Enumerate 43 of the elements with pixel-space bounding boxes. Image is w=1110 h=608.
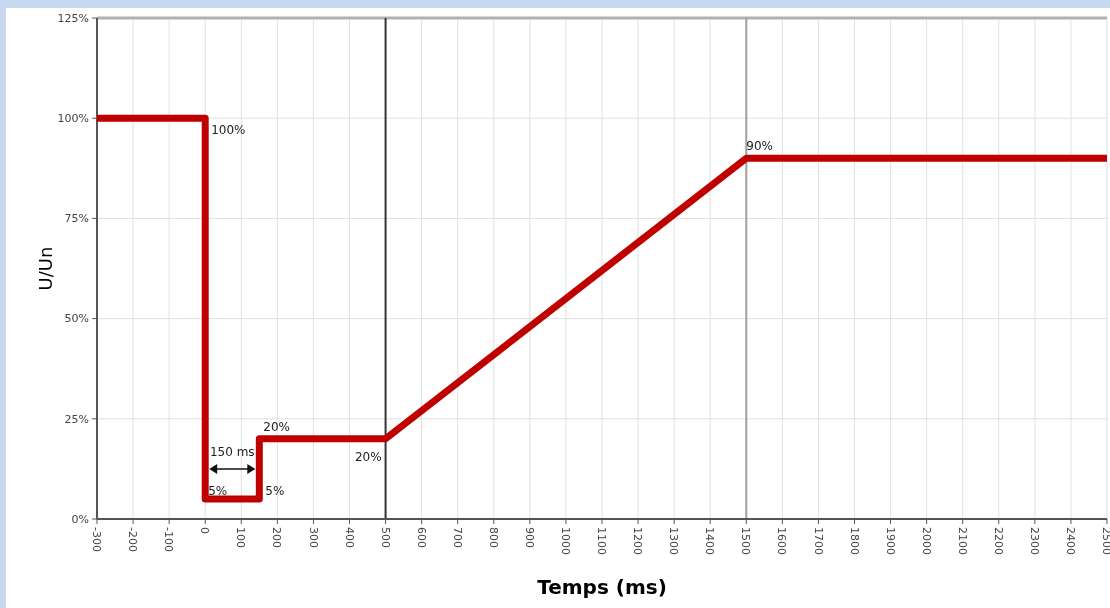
y-axis-title: U/Un [35, 246, 56, 291]
x-axis-title: Temps (ms) [537, 575, 667, 599]
x-tick-label: 1300 [667, 527, 681, 555]
x-tick-label: 1600 [775, 527, 789, 555]
y-tick-label: 75% [64, 212, 89, 226]
x-tick-label: 700 [450, 527, 464, 548]
y-tick-label: 25% [64, 412, 89, 426]
annotation: 20% [354, 449, 382, 464]
x-tick-label: 2200 [991, 527, 1005, 555]
annotation: 5% [208, 483, 228, 498]
x-tick-label: 1200 [631, 527, 645, 555]
y-tick-label: 125% [57, 11, 89, 25]
x-tick-label: 1900 [883, 527, 897, 555]
x-tick-label: -200 [126, 527, 140, 552]
annotation: 90% [746, 139, 773, 154]
y-tick-label: 100% [57, 112, 89, 126]
annotation: 100% [211, 123, 246, 138]
x-tick-label: 2400 [1064, 527, 1078, 555]
x-tick-label: 200 [270, 527, 284, 548]
x-tick-label: 2300 [1028, 527, 1042, 555]
x-tick-label: 1500 [739, 527, 753, 555]
x-tick-label: 300 [306, 527, 320, 548]
x-tick-label: 1000 [559, 527, 573, 555]
x-tick-label: 2100 [955, 527, 969, 555]
annotation: 5% [265, 483, 285, 498]
x-tick-label: -300 [90, 527, 104, 552]
x-tick-label: 1400 [703, 527, 717, 555]
x-tick-label: 1100 [595, 527, 609, 555]
x-tick-label: 100 [234, 527, 248, 548]
x-tick-label: 2000 [919, 527, 933, 555]
x-tick-label: 600 [414, 527, 428, 548]
x-tick-label: 0 [198, 527, 212, 534]
annotation: 20% [263, 419, 290, 434]
x-tick-label: 1800 [847, 527, 861, 555]
x-tick-label: -100 [162, 527, 176, 552]
x-tick-label: 800 [486, 527, 500, 548]
x-tick-label: 400 [342, 527, 356, 548]
annotation: 150 ms [209, 445, 255, 459]
y-tick-label: 0% [71, 512, 89, 526]
x-tick-label: 900 [523, 527, 537, 548]
x-tick-label: 500 [378, 527, 392, 548]
x-tick-label: 1700 [811, 527, 825, 555]
y-tick-label: 50% [64, 312, 89, 326]
